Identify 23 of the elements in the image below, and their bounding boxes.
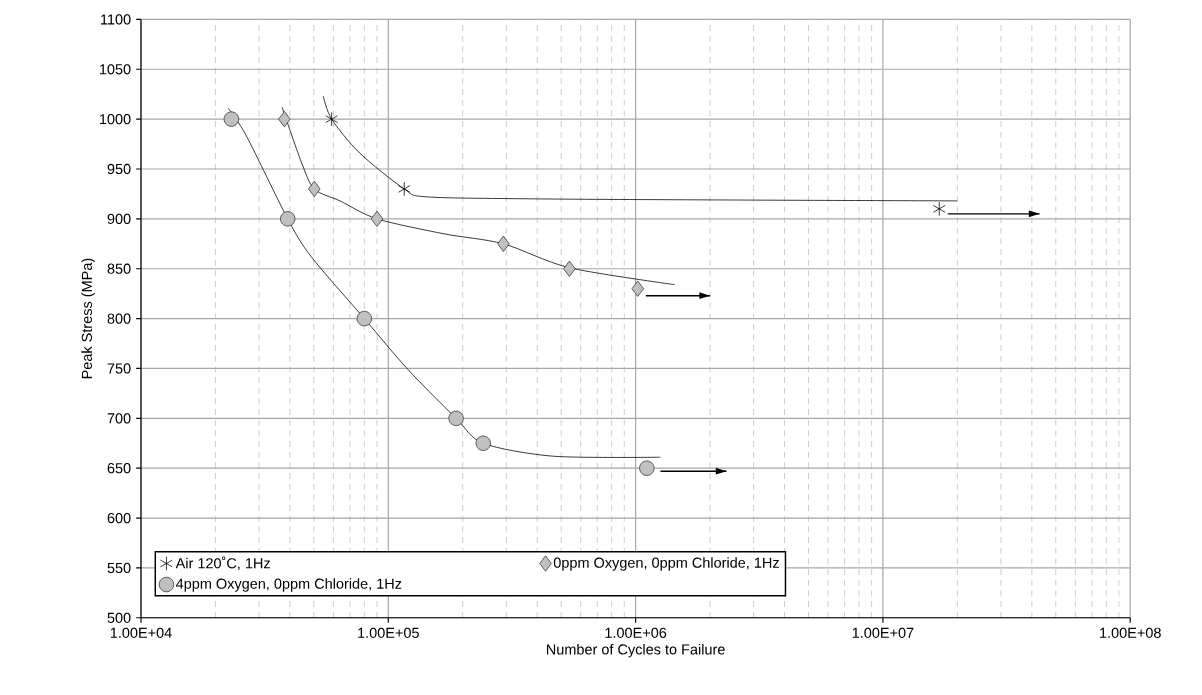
y-tick-label: 650 — [107, 462, 131, 474]
legend-label: Air 120˚C, 1Hz — [175, 556, 270, 570]
y-tick-label: 750 — [107, 363, 131, 374]
y-tick-label: 800 — [107, 313, 131, 324]
y-tick-label: 700 — [107, 413, 131, 424]
x-tick-label: 1.00E+07 — [852, 627, 914, 638]
y-tick-label: 900 — [107, 213, 131, 224]
y-tick-label: 1050 — [100, 63, 131, 75]
y-tick-label: 1100 — [101, 14, 131, 25]
legend-label: 0ppm Oxygen, 0ppm Chloride, 1Hz — [553, 556, 779, 571]
y-tick-label: 600 — [107, 512, 131, 523]
y-tick-label: 850 — [107, 263, 131, 274]
x-tick-label: 1.00E+05 — [358, 627, 419, 638]
legend-label: 4ppm Oxygen, 0ppm Chloride, 1Hz — [175, 577, 402, 592]
x-tick-label: 1.00E+06 — [605, 627, 667, 638]
x-tick-label: 1.00E+04 — [110, 627, 172, 638]
x-axis-title: Number of Cycles to Failure — [546, 643, 725, 658]
y-tick-label: 500 — [107, 612, 131, 623]
y-tick-label: 950 — [107, 163, 131, 174]
x-tick-label: 1.00E+08 — [1100, 627, 1161, 638]
y-tick-label: 550 — [107, 562, 131, 573]
y-axis-title: Peak Stress (MPa) — [81, 258, 95, 379]
y-tick-label: 1000 — [100, 113, 131, 125]
